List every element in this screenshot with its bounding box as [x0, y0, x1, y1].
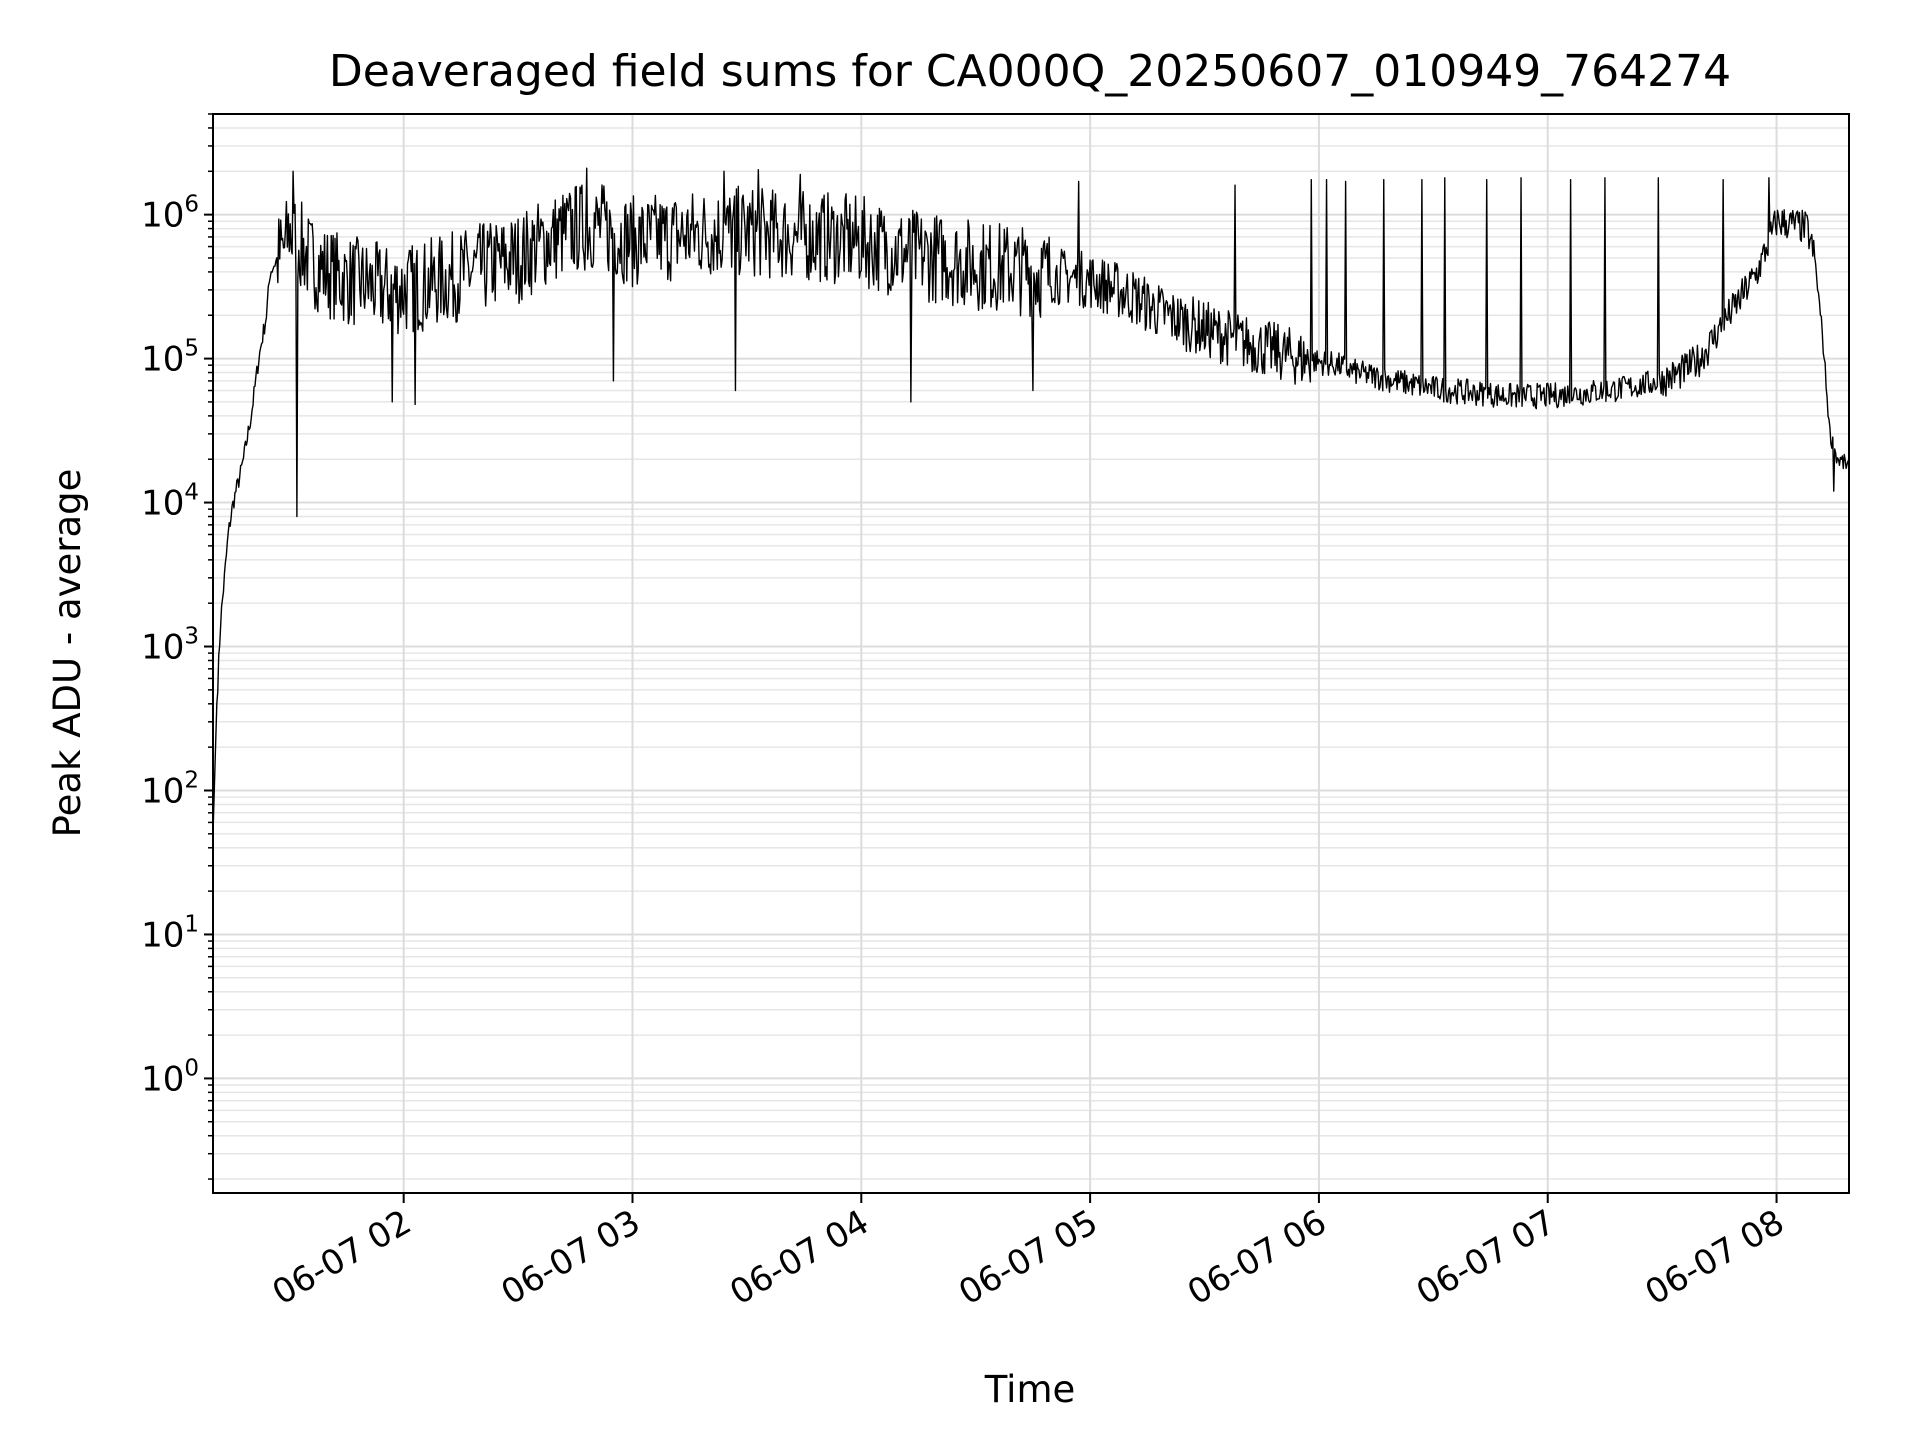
y-tick-label: 106 — [141, 192, 199, 236]
grid-lines — [213, 113, 1849, 1193]
y-tick-label: 103 — [141, 624, 199, 668]
chart-title: Deaveraged field sums for CA000Q_2025060… — [329, 46, 1731, 97]
series-group — [212, 167, 1850, 834]
y-tick-label: 101 — [141, 911, 199, 955]
x-axis-label: Time — [984, 1368, 1076, 1411]
y-axis: 100 101 102 103 104 105 106 — [141, 113, 213, 1180]
y-axis-label: Peak ADU - average — [46, 469, 89, 838]
series-line — [212, 167, 1850, 834]
y-tick-label: 104 — [141, 480, 199, 524]
y-tick-label: 100 — [141, 1055, 199, 1099]
y-tick-label: 102 — [141, 767, 199, 811]
y-tick-label: 105 — [141, 336, 199, 380]
